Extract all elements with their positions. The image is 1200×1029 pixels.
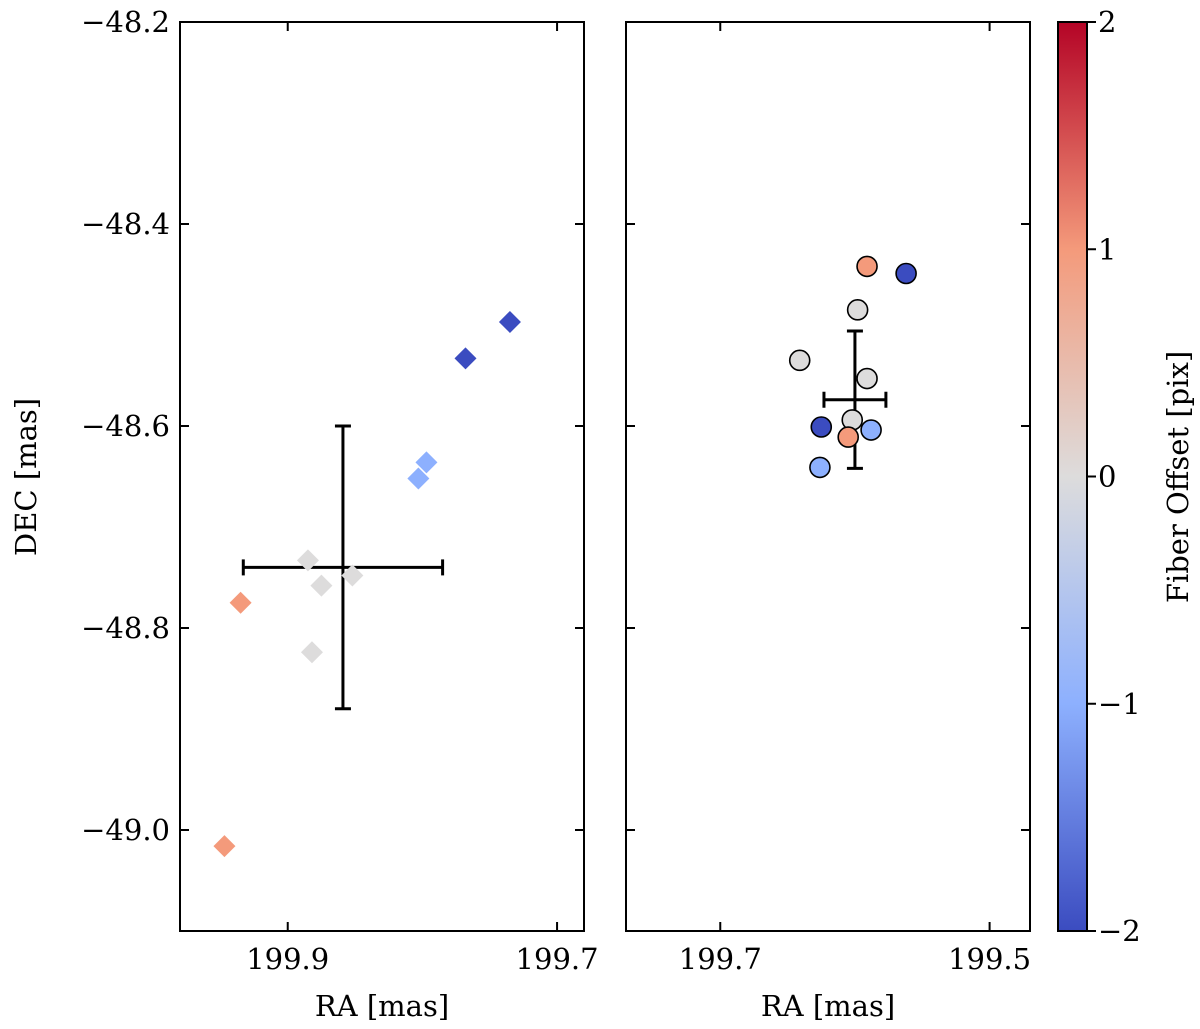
data-point-diamond <box>407 467 430 490</box>
data-point-diamond <box>296 549 319 572</box>
data-point-circle <box>860 419 882 441</box>
data-point-circle <box>846 299 869 321</box>
y-tick-label: −49.0 <box>81 813 170 847</box>
colorbar-tick-label: 1 <box>1098 232 1116 266</box>
y-tick-label: −48.6 <box>81 409 170 443</box>
right-axes-frame <box>625 21 1031 932</box>
data-point-diamond <box>229 591 252 614</box>
data-point-diamond <box>341 564 364 587</box>
data-point-circle <box>837 426 860 448</box>
right-panel: 199.7 199.5 RA [mas] <box>625 21 1031 1023</box>
left-axes-frame <box>179 21 585 932</box>
data-point-circle <box>788 349 811 372</box>
data-point-circle <box>856 367 878 390</box>
colorbar-tick-label: −1 <box>1098 687 1141 721</box>
y-tick-label: −48.2 <box>81 5 170 39</box>
data-point-circle <box>810 416 833 438</box>
left-ticks: 199.9 199.7 −48.2 −48.4 −48.6 −48.8 −49.0 <box>81 5 598 976</box>
x-tick-label: 199.9 <box>246 942 329 976</box>
data-point-diamond <box>213 835 236 858</box>
error-bar <box>822 329 888 470</box>
left-panel: 199.9 199.7 −48.2 −48.4 −48.6 −48.8 −49.0 RA [… <box>9 5 599 1023</box>
colorbar-ticks: 2 1 0 −1 −2 <box>1087 5 1141 948</box>
data-point-circle <box>809 456 831 479</box>
right-ticks: 199.7 199.5 <box>626 21 1031 976</box>
y-tick-label: −48.4 <box>81 207 170 241</box>
data-point-circle <box>895 262 917 285</box>
data-point-diamond <box>300 641 323 664</box>
right-x-axis-label: RA [mas] <box>761 989 895 1023</box>
colorbar-gradient <box>1057 21 1088 932</box>
x-tick-label: 199.5 <box>948 942 1031 976</box>
right-marks <box>788 255 917 479</box>
data-point-diamond <box>415 451 438 474</box>
colorbar-label: Fiber Offset [pix] <box>1161 351 1195 603</box>
colorbar-tick-label: −2 <box>1098 914 1141 948</box>
left-marks <box>213 310 521 858</box>
data-point-diamond <box>310 574 333 597</box>
left-y-axis-label: DEC [mas] <box>9 398 43 556</box>
data-point-diamond <box>454 347 477 370</box>
colorbar-tick-label: 2 <box>1098 5 1116 39</box>
data-point-diamond <box>498 310 521 333</box>
left-x-axis-label: RA [mas] <box>315 989 449 1023</box>
x-tick-label: 199.7 <box>516 942 599 976</box>
colorbar: 2 1 0 −1 −2 Fiber Offset [pix] <box>1057 5 1195 948</box>
y-tick-label: −48.8 <box>81 611 170 645</box>
error-bar <box>241 424 445 711</box>
x-tick-label: 199.7 <box>679 942 762 976</box>
data-point-circle <box>856 255 878 278</box>
colorbar-tick-label: 0 <box>1098 460 1116 494</box>
